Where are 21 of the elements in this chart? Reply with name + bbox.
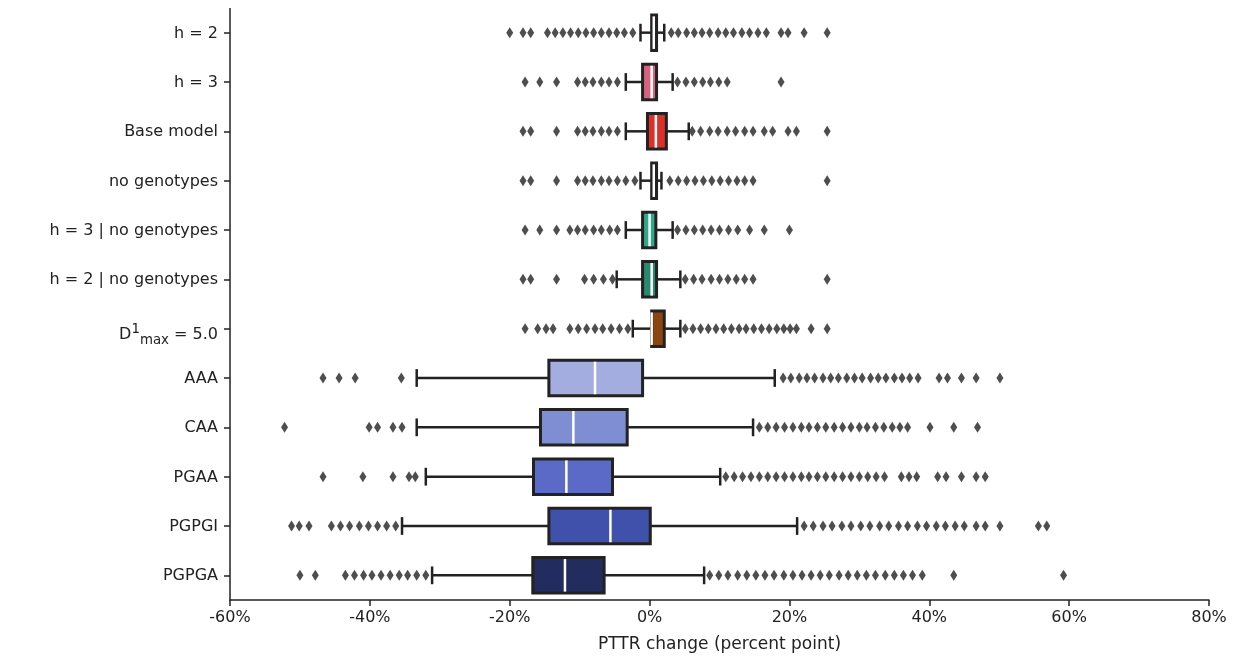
x-tick-label: 80%: [1191, 606, 1227, 626]
y-tick-label: no genotypes: [108, 169, 218, 192]
y-tick-label: h = 2: [174, 21, 218, 44]
x-tick-label: 60%: [1051, 606, 1087, 626]
y-tick-label: AAA: [184, 367, 218, 389]
y-tick-label: PGPGA: [162, 564, 218, 587]
y-tick-label: PGAA: [173, 465, 218, 488]
x-tick-label: 40%: [911, 606, 948, 626]
y-tick-label: CAA: [184, 416, 218, 439]
y-tick-label: PGPGI: [169, 515, 218, 537]
y-tick-label: h = 3 | no genotypes: [49, 219, 218, 241]
x-tick-label: -20%: [489, 606, 531, 626]
x-tick-label: -40%: [349, 606, 391, 626]
x-tick-label: 20%: [771, 606, 808, 626]
x-axis-title: PTTR change (percent point): [597, 632, 842, 653]
y-tick-label: h = 2 | no genotypes: [49, 268, 218, 291]
y-tick-label: h = 3: [174, 71, 218, 93]
x-tick-label: 0%: [636, 606, 663, 626]
y-tick-label: Base model: [124, 120, 218, 143]
y-tick-label: D$^{1}$$_{max}$ = 5.0: [119, 319, 218, 349]
x-tick-label: -60%: [209, 606, 251, 626]
